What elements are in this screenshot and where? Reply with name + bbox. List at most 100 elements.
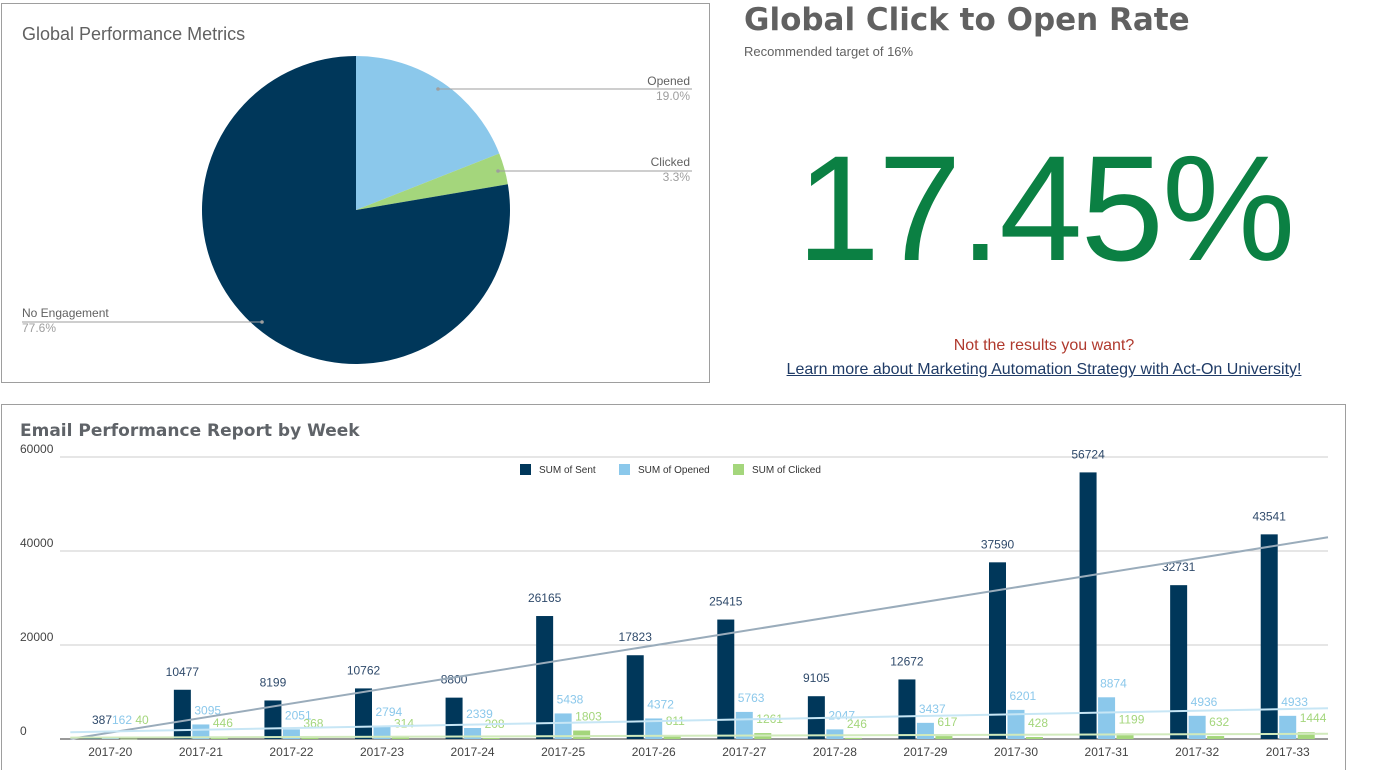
x-tick-label: 2017-33 xyxy=(1266,745,1310,759)
trendline-sum-of-opened xyxy=(70,707,1329,734)
bar-sum-of-sent[interactable] xyxy=(1170,585,1188,739)
data-label-sum-of-sent: 387 xyxy=(92,713,112,727)
pie-leader-dot xyxy=(260,320,264,324)
bar-sum-of-opened[interactable] xyxy=(554,713,572,739)
bar-sum-of-opened[interactable] xyxy=(1188,715,1206,739)
bar-sum-of-sent[interactable] xyxy=(173,689,191,739)
bar-sum-of-sent[interactable] xyxy=(989,562,1006,739)
x-tick-label: 2017-20 xyxy=(88,745,132,759)
bar-sum-of-sent[interactable] xyxy=(626,655,644,739)
data-label-sum-of-sent: 32731 xyxy=(1162,560,1196,574)
x-tick-label: 2017-31 xyxy=(1085,745,1129,759)
x-tick-label: 2017-30 xyxy=(994,745,1038,759)
data-label-sum-of-clicked: 1803 xyxy=(575,710,602,724)
bar-sum-of-clicked[interactable] xyxy=(935,736,953,739)
bar-sum-of-clicked[interactable] xyxy=(1116,733,1134,739)
data-label-sum-of-opened: 2339 xyxy=(466,707,493,721)
bar-sum-of-opened[interactable] xyxy=(464,728,482,739)
pie-label-clicked: Clicked xyxy=(651,155,690,169)
pie-chart-title: Global Performance Metrics xyxy=(22,24,246,44)
data-label-sum-of-opened: 5763 xyxy=(738,691,765,705)
bar-sum-of-clicked[interactable] xyxy=(663,735,681,739)
bar-sum-of-opened[interactable] xyxy=(101,738,119,739)
pie-label-no-engagement: No Engagement xyxy=(22,306,109,320)
x-tick-label: 2017-26 xyxy=(632,745,676,759)
ctor-value: 17.45% xyxy=(796,124,1296,292)
trendline-sum-of-clicked xyxy=(70,732,1329,739)
bar-sum-of-sent[interactable] xyxy=(717,619,735,739)
data-label-sum-of-opened: 3095 xyxy=(194,703,221,717)
bar-sum-of-sent[interactable] xyxy=(355,688,372,739)
data-label-sum-of-clicked: 40 xyxy=(135,713,149,727)
x-tick-label: 2017-29 xyxy=(903,745,947,759)
data-label-sum-of-sent: 8199 xyxy=(260,675,287,689)
data-label-sum-of-clicked: 314 xyxy=(394,717,414,731)
bar-sum-of-sent[interactable] xyxy=(536,616,554,739)
data-label-sum-of-opened: 4936 xyxy=(1191,695,1218,709)
data-label-sum-of-sent: 26165 xyxy=(528,591,562,605)
bar-chart-panel: Email Performance Report by Week 0 20000 4… xyxy=(1,404,1346,770)
legend-label-sum-of-clicked: SUM of Clicked xyxy=(752,465,821,476)
bar-sum-of-opened[interactable] xyxy=(192,724,210,739)
data-label-sum-of-sent: 9105 xyxy=(803,671,830,685)
data-label-sum-of-clicked: 617 xyxy=(937,715,957,729)
pie-slice-opened[interactable] xyxy=(356,56,500,210)
bar-sum-of-opened[interactable] xyxy=(1007,709,1025,739)
pie-slice-no-engagement[interactable] xyxy=(202,56,510,364)
data-label-sum-of-opened: 162 xyxy=(112,713,132,727)
data-label-sum-of-sent: 56724 xyxy=(1071,447,1105,461)
bar-sum-of-clicked[interactable] xyxy=(1026,736,1043,739)
ctor-subtitle: Recommended target of 16% xyxy=(744,44,914,59)
y-tick-label: 40000 xyxy=(20,536,54,550)
data-label-sum-of-clicked: 246 xyxy=(847,717,867,731)
pie-percent-opened: 19.0% xyxy=(656,89,690,103)
act-on-university-link[interactable]: Learn more about Marketing Automation St… xyxy=(786,361,1302,378)
legend-swatch-sum-of-opened xyxy=(619,464,630,475)
data-label-sum-of-sent: 10477 xyxy=(166,665,200,679)
bar-sum-of-opened[interactable] xyxy=(916,722,934,739)
bar-sum-of-sent[interactable] xyxy=(1260,534,1278,739)
bar-sum-of-opened[interactable] xyxy=(282,729,300,739)
pie-leader-dot xyxy=(436,87,440,91)
pie-percent-no-engagement: 77.6% xyxy=(22,321,56,335)
bar-sum-of-clicked[interactable] xyxy=(392,737,409,739)
bar-sum-of-opened[interactable] xyxy=(1279,715,1297,739)
pie-chart-panel: Global Performance Metrics Opened 19.0% Cl… xyxy=(1,3,710,383)
y-tick-label: 60000 xyxy=(20,442,54,456)
bar-sum-of-sent[interactable] xyxy=(1079,472,1097,739)
bar-sum-of-opened[interactable] xyxy=(645,718,663,739)
data-label-sum-of-clicked: 428 xyxy=(1028,716,1048,730)
trendline-sum-of-sent xyxy=(70,536,1329,740)
bar-sum-of-sent[interactable] xyxy=(898,679,916,739)
bar-sum-of-clicked[interactable] xyxy=(573,730,591,739)
bar-sum-of-opened[interactable] xyxy=(826,729,844,739)
bar-sum-of-clicked[interactable] xyxy=(1297,732,1315,739)
data-label-sum-of-sent: 25415 xyxy=(709,595,743,609)
legend-label-sum-of-opened: SUM of Opened xyxy=(638,465,710,476)
bar-sum-of-clicked[interactable] xyxy=(482,738,500,739)
bar-sum-of-clicked[interactable] xyxy=(1207,736,1225,739)
data-label-sum-of-clicked: 446 xyxy=(213,716,233,730)
bar-chart: 0 20000 40000 60000 SUM of Sent SUM of Opened… xyxy=(20,442,1329,759)
bar-sum-of-clicked[interactable] xyxy=(301,737,319,739)
bar-sum-of-clicked[interactable] xyxy=(844,737,862,739)
x-tick-label: 2017-23 xyxy=(360,745,404,759)
bar-sum-of-clicked[interactable] xyxy=(120,738,138,740)
data-label-sum-of-clicked: 1199 xyxy=(1119,712,1145,726)
data-label-sum-of-sent: 10762 xyxy=(347,663,381,677)
data-label-sum-of-opened: 3437 xyxy=(919,702,946,716)
data-label-sum-of-sent: 37590 xyxy=(981,537,1015,551)
x-tick-label: 2017-28 xyxy=(813,745,857,759)
pie-percent-clicked: 3.3% xyxy=(663,170,691,184)
data-label-sum-of-clicked: 1444 xyxy=(1300,711,1327,725)
bar-sum-of-sent[interactable] xyxy=(445,697,463,739)
x-tick-label: 2017-21 xyxy=(179,745,223,759)
legend-swatch-sum-of-sent xyxy=(520,464,531,475)
ctor-title: Global Click to Open Rate xyxy=(744,2,1190,38)
data-label-sum-of-opened: 2047 xyxy=(828,708,855,722)
data-label-sum-of-opened: 2051 xyxy=(285,708,312,722)
pie-slice-clicked[interactable] xyxy=(356,153,508,210)
bar-sum-of-opened[interactable] xyxy=(1098,697,1116,739)
data-label-sum-of-opened: 5438 xyxy=(557,692,584,706)
